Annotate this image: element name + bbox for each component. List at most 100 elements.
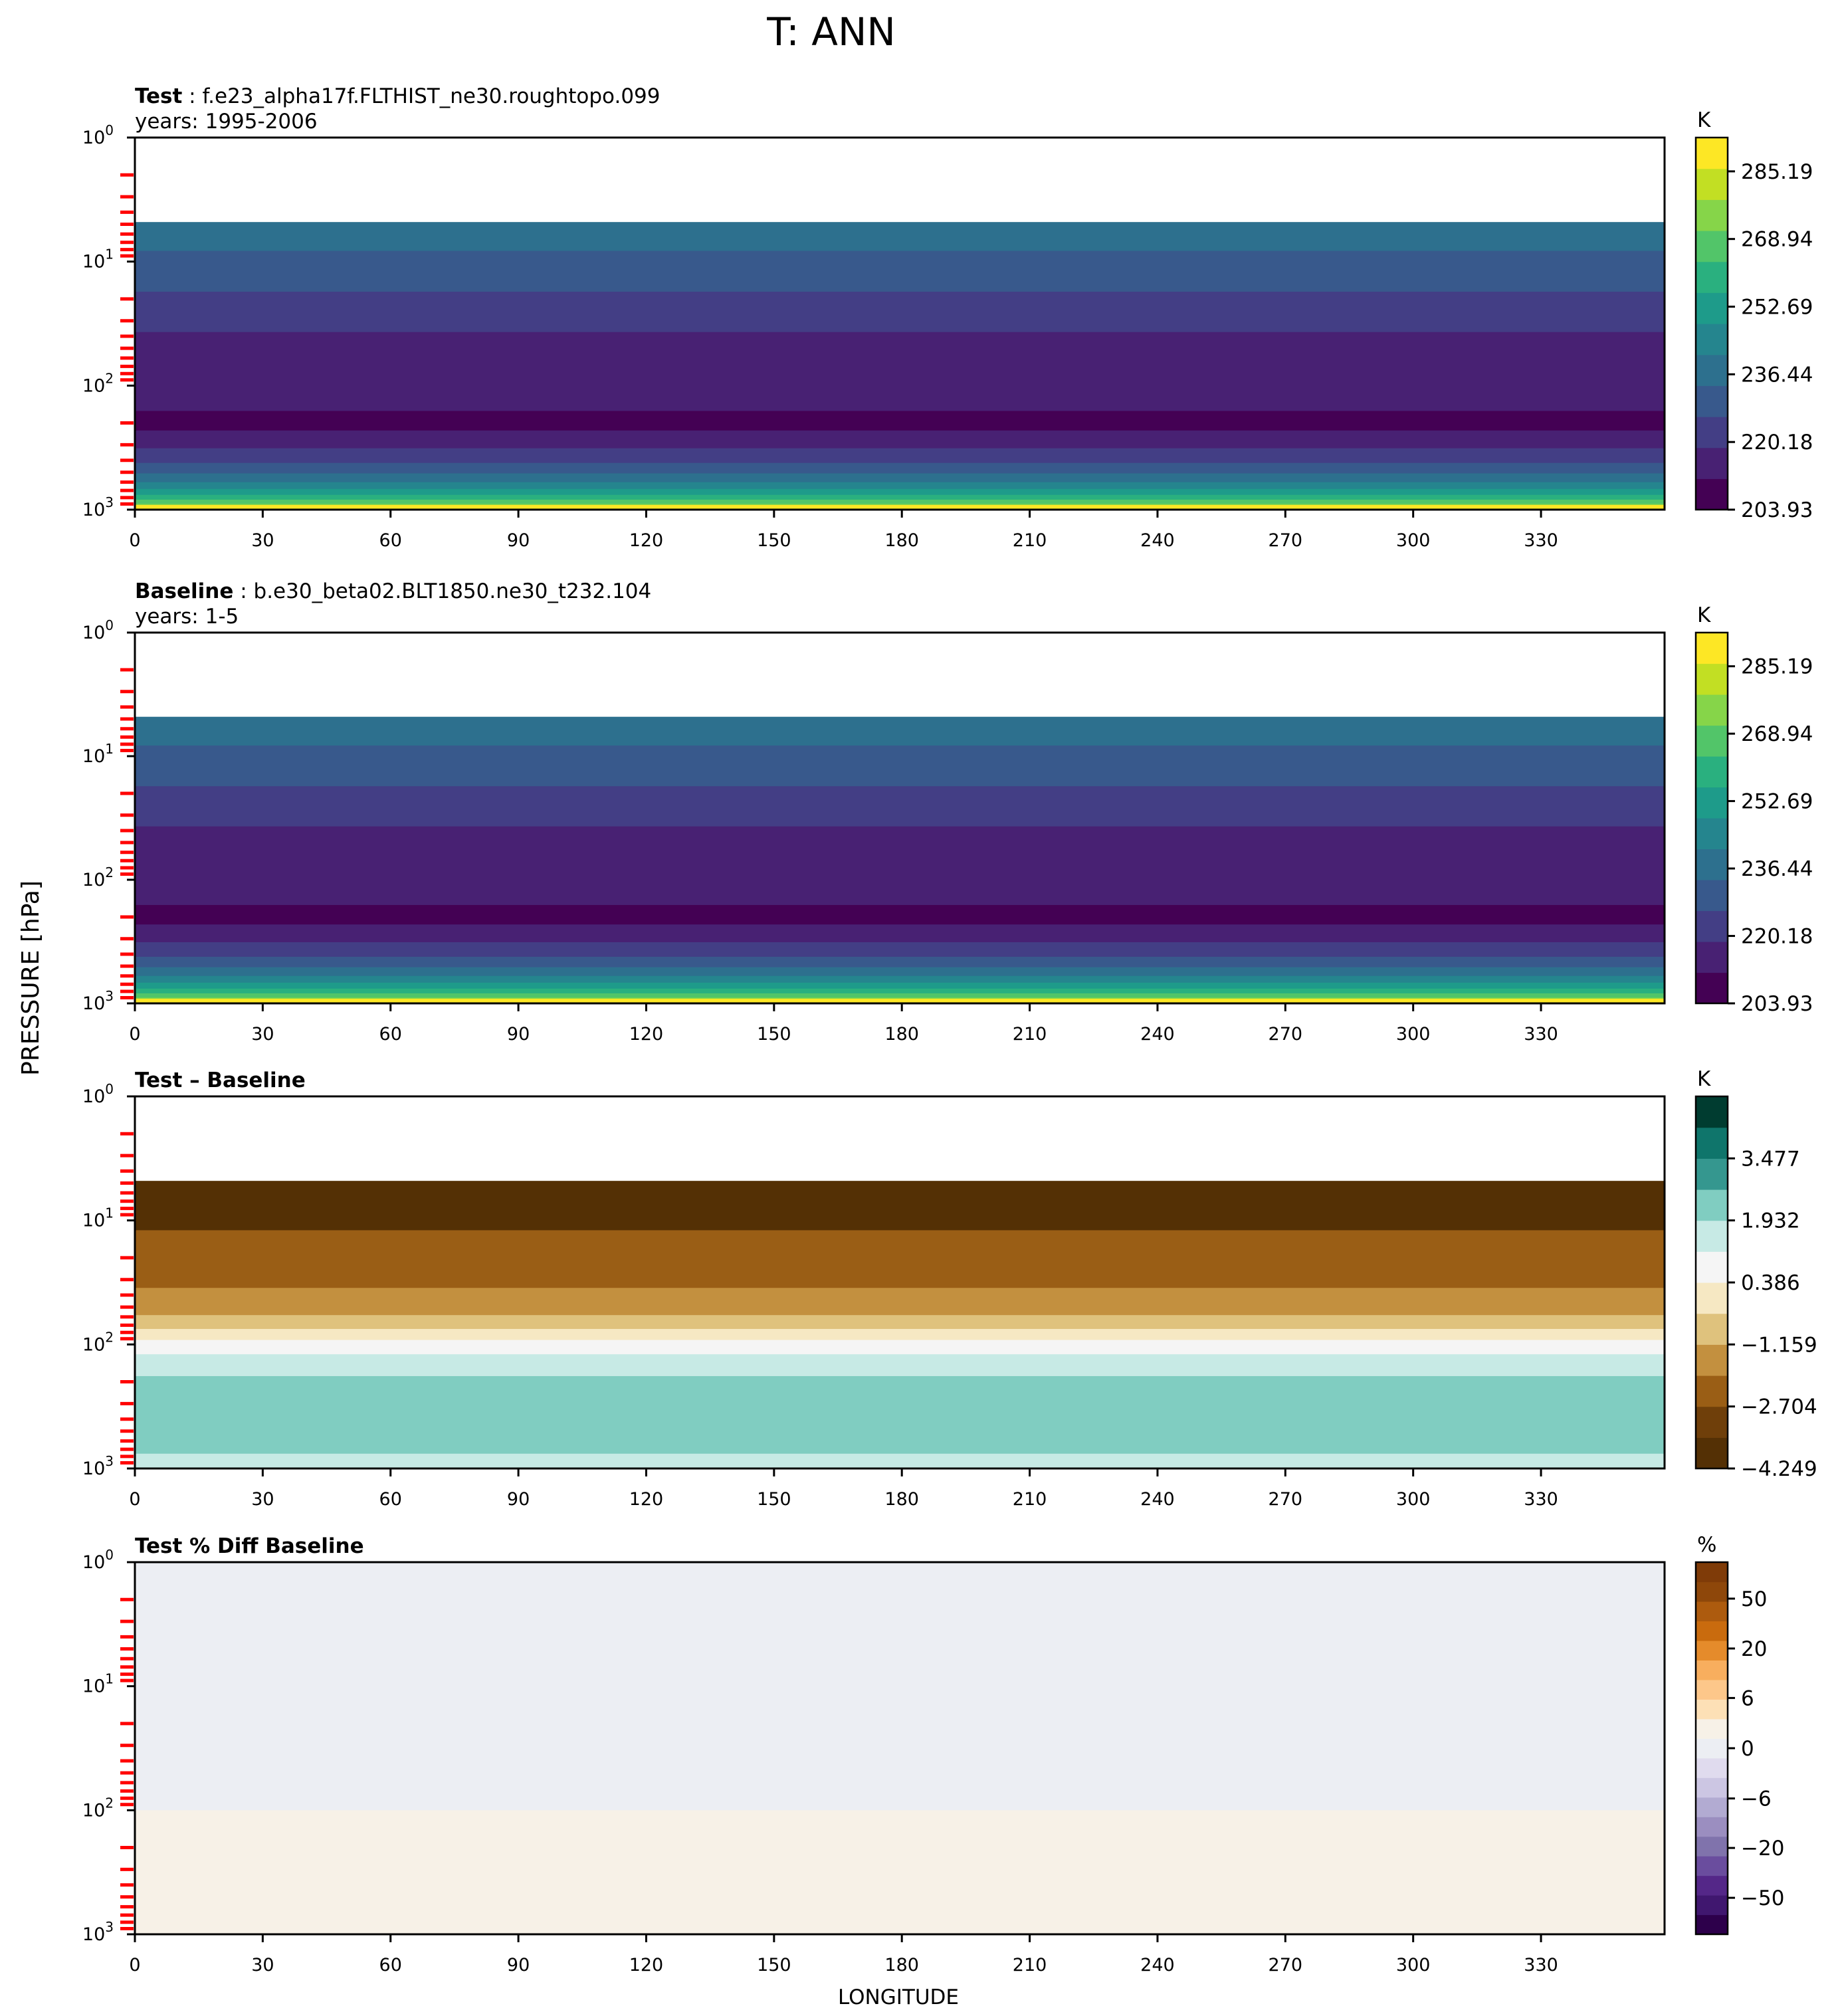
- panel-test: Test : f.e23_alpha17f.FLTHIST_ne30.rough…: [82, 84, 1813, 551]
- panel-header: Baseline : b.e30_beta02.BLT1850.ne30_t23…: [135, 579, 651, 603]
- colorbar-segment: [1696, 694, 1728, 726]
- contour-band: [135, 988, 1665, 994]
- contour-band: [135, 482, 1665, 490]
- colorbar-tick-label: −20: [1741, 1837, 1784, 1861]
- colorbar-tick-label: 268.94: [1741, 722, 1813, 746]
- x-tick-label: 210: [1013, 1489, 1047, 1510]
- x-tick-label: 180: [884, 530, 919, 551]
- x-tick-label: 0: [129, 530, 140, 551]
- axes-frame: [134, 136, 1666, 511]
- x-tick-label: 30: [251, 1024, 274, 1045]
- x-tick-label: 90: [507, 1024, 530, 1045]
- colorbar-segment: [1696, 261, 1728, 293]
- y-tick-label: 103: [82, 1919, 114, 1945]
- colorbar-segment: [1696, 324, 1728, 355]
- contour-band: [135, 1375, 1665, 1455]
- y-tick-label: 103: [82, 1453, 114, 1479]
- x-tick-label: 150: [757, 530, 791, 551]
- colorbar-tick-label: 220.18: [1741, 925, 1813, 949]
- colorbar-segment: [1696, 1621, 1728, 1641]
- colorbar-segment: [1696, 1797, 1728, 1817]
- colorbar-segment: [1696, 1836, 1728, 1857]
- colorbar-tick-label: 236.44: [1741, 363, 1813, 387]
- colorbar-tick-label: 6: [1741, 1686, 1754, 1710]
- colorbar-segment: [1696, 1914, 1728, 1935]
- x-tick-label: 120: [629, 1955, 664, 1975]
- x-tick-label: 0: [129, 1489, 140, 1510]
- contour-fill: [135, 1562, 1665, 1934]
- contour-band: [135, 993, 1665, 999]
- colorbar-tick-label: 220.18: [1741, 431, 1813, 454]
- panel-header: Test : f.e23_alpha17f.FLTHIST_ne30.rough…: [135, 84, 661, 108]
- colorbar-tick-label: −6: [1741, 1787, 1772, 1811]
- contour-band: [135, 251, 1665, 293]
- contour-band: [135, 1354, 1665, 1377]
- panel-case: : f.e23_alpha17f.FLTHIST_ne30.roughtopo.…: [182, 84, 660, 108]
- colorbar-tick-label: 285.19: [1741, 160, 1813, 184]
- colorbar-segment: [1696, 417, 1728, 449]
- y-tick-label: 103: [82, 988, 114, 1014]
- colorbar: K 3.477 1.932 0.386 −1.159 −2.704 −4.249: [1694, 1067, 1817, 1481]
- x-tick-label: 60: [379, 1024, 402, 1045]
- colorbar-segment: [1696, 1817, 1728, 1837]
- y-tick-label: 102: [82, 1329, 114, 1355]
- contour-band: [135, 292, 1665, 333]
- x-tick-label: 330: [1524, 1024, 1558, 1045]
- colorbar-tick-label: 236.44: [1741, 857, 1813, 881]
- colorbar-segment: [1696, 725, 1728, 757]
- panel-label: Baseline: [135, 579, 233, 603]
- contour-band: [135, 975, 1665, 983]
- colorbar-segment: [1696, 1856, 1728, 1876]
- contour-band: [135, 967, 1665, 977]
- contour-band: [135, 473, 1665, 483]
- y-tick-label: 102: [82, 864, 114, 890]
- colorbar-segment: [1696, 1251, 1728, 1283]
- colorbar-segment: [1696, 880, 1728, 912]
- colorbar-segment: [1696, 1699, 1728, 1720]
- colorbar-segment: [1696, 1660, 1728, 1680]
- colorbar-segment: [1696, 385, 1728, 417]
- x-tick-label: 0: [129, 1955, 140, 1975]
- contour-band: [135, 942, 1665, 958]
- colorbar-segment: [1696, 478, 1728, 510]
- panel-years: years: 1995-2006: [135, 110, 318, 134]
- axes-frame: [134, 1095, 1666, 1470]
- x-tick-label: 330: [1524, 1955, 1558, 1975]
- x-tick-label: 270: [1269, 530, 1303, 551]
- y-axis-label: PRESSURE [hPa]: [17, 880, 45, 1076]
- contour-band: [135, 1315, 1665, 1330]
- colorbar-segment: [1696, 1158, 1728, 1190]
- colorbar-segment: [1696, 1581, 1728, 1602]
- colorbar-segment: [1696, 1562, 1728, 1583]
- x-tick-label: 120: [629, 530, 664, 551]
- contour-fill: [135, 222, 1665, 510]
- axes-frame: [134, 631, 1666, 1005]
- contour-band: [135, 1453, 1665, 1468]
- panels: Test : f.e23_alpha17f.FLTHIST_ne30.rough…: [82, 84, 1817, 1975]
- colorbar-tick-label: −50: [1741, 1886, 1784, 1910]
- x-tick-label: 30: [251, 530, 274, 551]
- x-tick-label: 270: [1269, 1024, 1303, 1045]
- x-tick-label: 90: [507, 1955, 530, 1975]
- x-tick-label: 330: [1524, 530, 1558, 551]
- panel-label: Test – Baseline: [135, 1068, 306, 1092]
- x-tick-label: 180: [884, 1024, 919, 1045]
- contour-band: [135, 499, 1665, 505]
- colorbar-segment: [1696, 849, 1728, 880]
- colorbar: K 285.19 268.94 252.69 236.44 220.18 203.93: [1694, 108, 1813, 522]
- colorbar-segment: [1696, 292, 1728, 324]
- contour-band: [135, 956, 1665, 968]
- colorbar-tick-label: 3.477: [1741, 1147, 1800, 1171]
- colorbar-unit: K: [1697, 603, 1711, 627]
- axes-frame: [134, 1561, 1666, 1936]
- panel-years: years: 1-5: [135, 605, 239, 629]
- y-tick-label: 101: [82, 1671, 114, 1697]
- contour-band: [135, 716, 1665, 746]
- colorbar-segment: [1696, 231, 1728, 262]
- x-tick-label: 0: [129, 1024, 140, 1045]
- x-tick-label: 270: [1269, 1955, 1303, 1975]
- colorbar-segment: [1696, 787, 1728, 819]
- x-tick-label: 150: [757, 1024, 791, 1045]
- x-tick-label: 30: [251, 1955, 274, 1975]
